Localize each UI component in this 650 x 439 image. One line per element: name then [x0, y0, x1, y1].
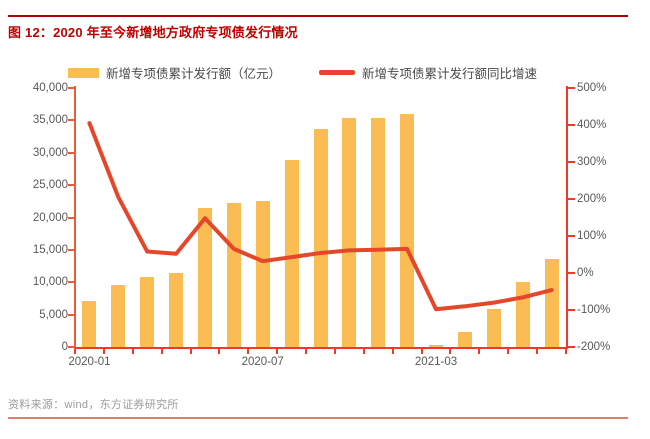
right-axis-label: 500%: [577, 82, 607, 94]
bar-2020-01: [82, 301, 97, 347]
x-axis-tick: [218, 349, 221, 354]
x-axis-tick: [74, 349, 76, 354]
right-axis-tick: [568, 124, 575, 126]
bar-2020-09: [313, 129, 328, 347]
left-axis-label: 15,000: [32, 243, 68, 256]
left-axis-tick: [68, 248, 75, 251]
left-axis-label: 10,000: [32, 276, 68, 289]
bar-2021-07: [544, 259, 559, 347]
left-axis-tick: [68, 216, 75, 219]
left-axis-tick: [68, 119, 75, 122]
right-axis-tick: [568, 235, 575, 237]
legend-item-line-series: 新增专项债累计发行额同比增速: [319, 63, 537, 82]
title-top-rule: [8, 15, 628, 17]
left-axis-tick: [68, 346, 75, 348]
x-axis-tick: [449, 349, 452, 354]
bar-2021-04: [457, 332, 472, 347]
right-axis-label: -200%: [577, 341, 611, 353]
right-axis-tick: [568, 272, 575, 274]
x-axis-tick: [507, 349, 510, 354]
x-axis-tick: [189, 349, 192, 354]
x-axis-line: [75, 347, 568, 349]
bar-2020-05: [197, 208, 212, 347]
combo-chart: 40,000 35,000 30,000 25,000 20,000 15,000 10,0…: [0, 82, 650, 385]
right-axis-label: 300%: [577, 156, 607, 168]
bar-2020-10: [342, 118, 357, 347]
left-axis-tick: [68, 151, 75, 154]
bar-2020-11: [371, 118, 386, 347]
bar-2020-04: [169, 272, 184, 347]
legend-label-bar-series: 新增专项债累计发行额（亿元）: [106, 67, 282, 81]
x-axis-tick: [478, 349, 481, 354]
left-axis-label: 25,000: [32, 179, 68, 192]
x-axis-label-2020-01: 2020-01: [68, 356, 111, 368]
figure-title: 图 12：2020 年至今新增地方政府专项债发行情况: [8, 25, 298, 40]
x-axis-tick: [391, 349, 394, 354]
bar-2020-07: [255, 200, 270, 347]
right-axis-label: 200%: [577, 193, 607, 205]
right-axis-label: 0%: [577, 267, 594, 279]
source-note: 资料来源：wind，东方证券研究所: [8, 399, 179, 411]
bar-2020-06: [226, 202, 241, 347]
left-axis-label: 0: [61, 341, 68, 353]
left-axis-tick: [68, 184, 75, 187]
bar-2020-08: [284, 159, 299, 347]
left-axis-tick: [68, 281, 75, 284]
x-axis-tick: [160, 349, 163, 354]
x-axis-tick: [305, 349, 308, 354]
right-axis-label: -100%: [577, 304, 611, 316]
x-axis-tick: [362, 349, 365, 354]
left-axis-label: 35,000: [32, 114, 68, 127]
growth-line-series: [87, 121, 554, 312]
line-series-swatch: [319, 70, 356, 75]
legend-item-bar-series: 新增专项债累计发行额（亿元）: [68, 63, 281, 82]
bar-2021-03: [429, 345, 444, 347]
right-axis-tick: [568, 87, 575, 89]
x-axis-tick: [102, 349, 105, 354]
x-axis-label-2020-07: 2020-07: [241, 356, 284, 368]
left-axis-tick: [68, 87, 75, 89]
left-axis-line: [74, 86, 76, 349]
x-axis-label-2021-03: 2021-03: [414, 356, 458, 368]
bar-2021-05: [486, 309, 501, 347]
left-axis-label: 5,000: [39, 308, 68, 321]
right-axis-tick: [568, 198, 575, 200]
x-axis-tick: [565, 349, 567, 354]
x-axis-tick: [276, 349, 279, 354]
right-axis-tick: [568, 346, 575, 348]
growth-line-path: [87, 121, 554, 312]
right-axis-label: 100%: [577, 230, 607, 242]
x-axis-tick: [420, 349, 423, 354]
x-axis-tick: [131, 349, 134, 354]
right-axis-label: 400%: [577, 119, 607, 131]
right-axis-line: [566, 86, 568, 349]
left-axis-tick: [68, 313, 75, 316]
left-axis-label: 40,000: [32, 82, 68, 94]
bar-2020-03: [140, 276, 155, 347]
x-axis-tick: [536, 349, 539, 354]
x-axis-tick: [333, 349, 336, 354]
left-axis-label: 20,000: [32, 211, 68, 224]
legend-label-line-series: 新增专项债累计发行额同比增速: [362, 67, 538, 81]
right-axis-tick: [568, 309, 575, 311]
bar-2020-02: [111, 285, 126, 347]
chart-legend: 新增专项债累计发行额（亿元） 新增专项债累计发行额同比增速: [68, 63, 537, 82]
x-axis-tick: [247, 349, 250, 354]
left-axis-label: 30,000: [32, 146, 68, 159]
footer-rule: [8, 417, 628, 419]
right-axis-tick: [568, 161, 575, 163]
bar-series-swatch: [68, 67, 99, 78]
bar-2020-12: [400, 114, 415, 347]
